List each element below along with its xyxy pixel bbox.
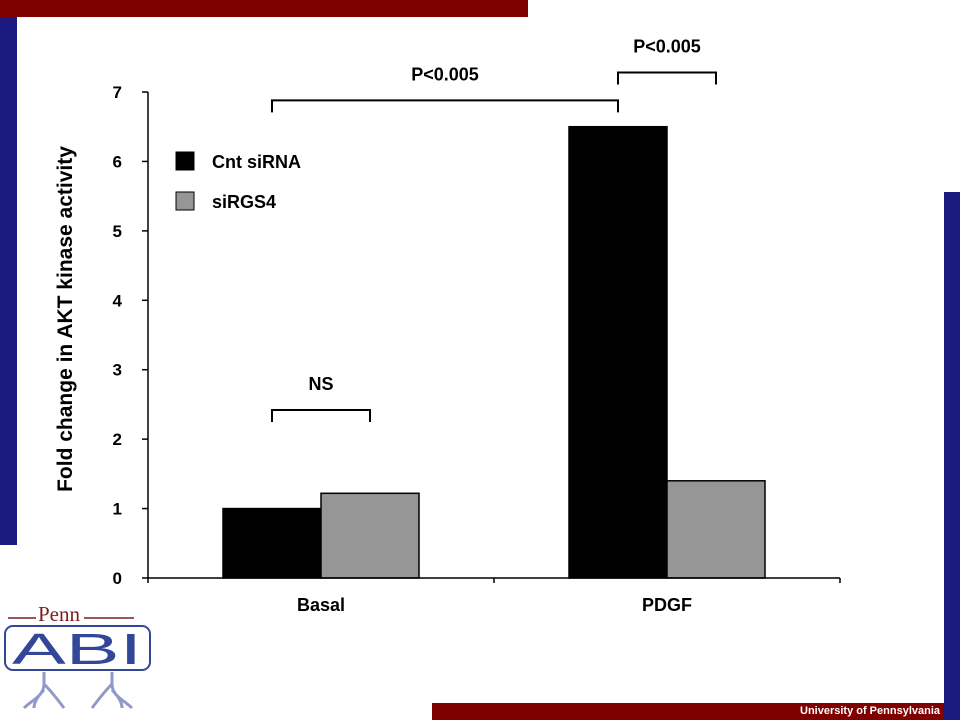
logo-abi-text: ABI [12,625,142,674]
significance-bracket [271,99,619,113]
y-tick-label: 6 [113,152,122,171]
penn-abi-logo: Penn ABI [4,604,151,710]
bar-pdgf-series-1 [666,480,766,579]
y-tick-label: 7 [113,83,122,102]
bar-basal-series-1 [320,492,420,579]
significance-label: NS [308,374,333,394]
logo-penn-text: Penn [38,604,81,626]
top-accent-bar [0,0,528,17]
bar-basal-series-0 [222,507,322,579]
legend-label: Cnt siRNA [212,152,301,172]
y-tick-label: 2 [113,430,122,449]
x-tick-label: PDGF [642,595,692,615]
x-tick-label: Basal [297,595,345,615]
bar-pdgf-series-0 [568,125,668,579]
y-tick-label: 5 [113,222,122,241]
significance-bracket [617,71,717,85]
left-accent-bar [0,17,17,545]
y-tick-label: 3 [113,361,122,380]
logo-lung-icon [22,672,134,710]
footer-bar [432,703,944,720]
footer-university-name: University of Pennsylvania [800,705,940,717]
legend-label: siRGS4 [212,192,276,212]
right-accent-bar [944,192,960,720]
significance-label: P<0.005 [411,64,479,84]
significance-bracket [271,408,371,422]
significance-label: P<0.005 [633,37,701,57]
logo-frame [4,625,151,671]
legend-swatch [175,191,195,211]
y-tick-label: 4 [113,291,123,310]
y-tick-label: 1 [113,500,122,519]
legend-swatch [175,151,195,171]
y-tick-label: 0 [113,569,122,588]
